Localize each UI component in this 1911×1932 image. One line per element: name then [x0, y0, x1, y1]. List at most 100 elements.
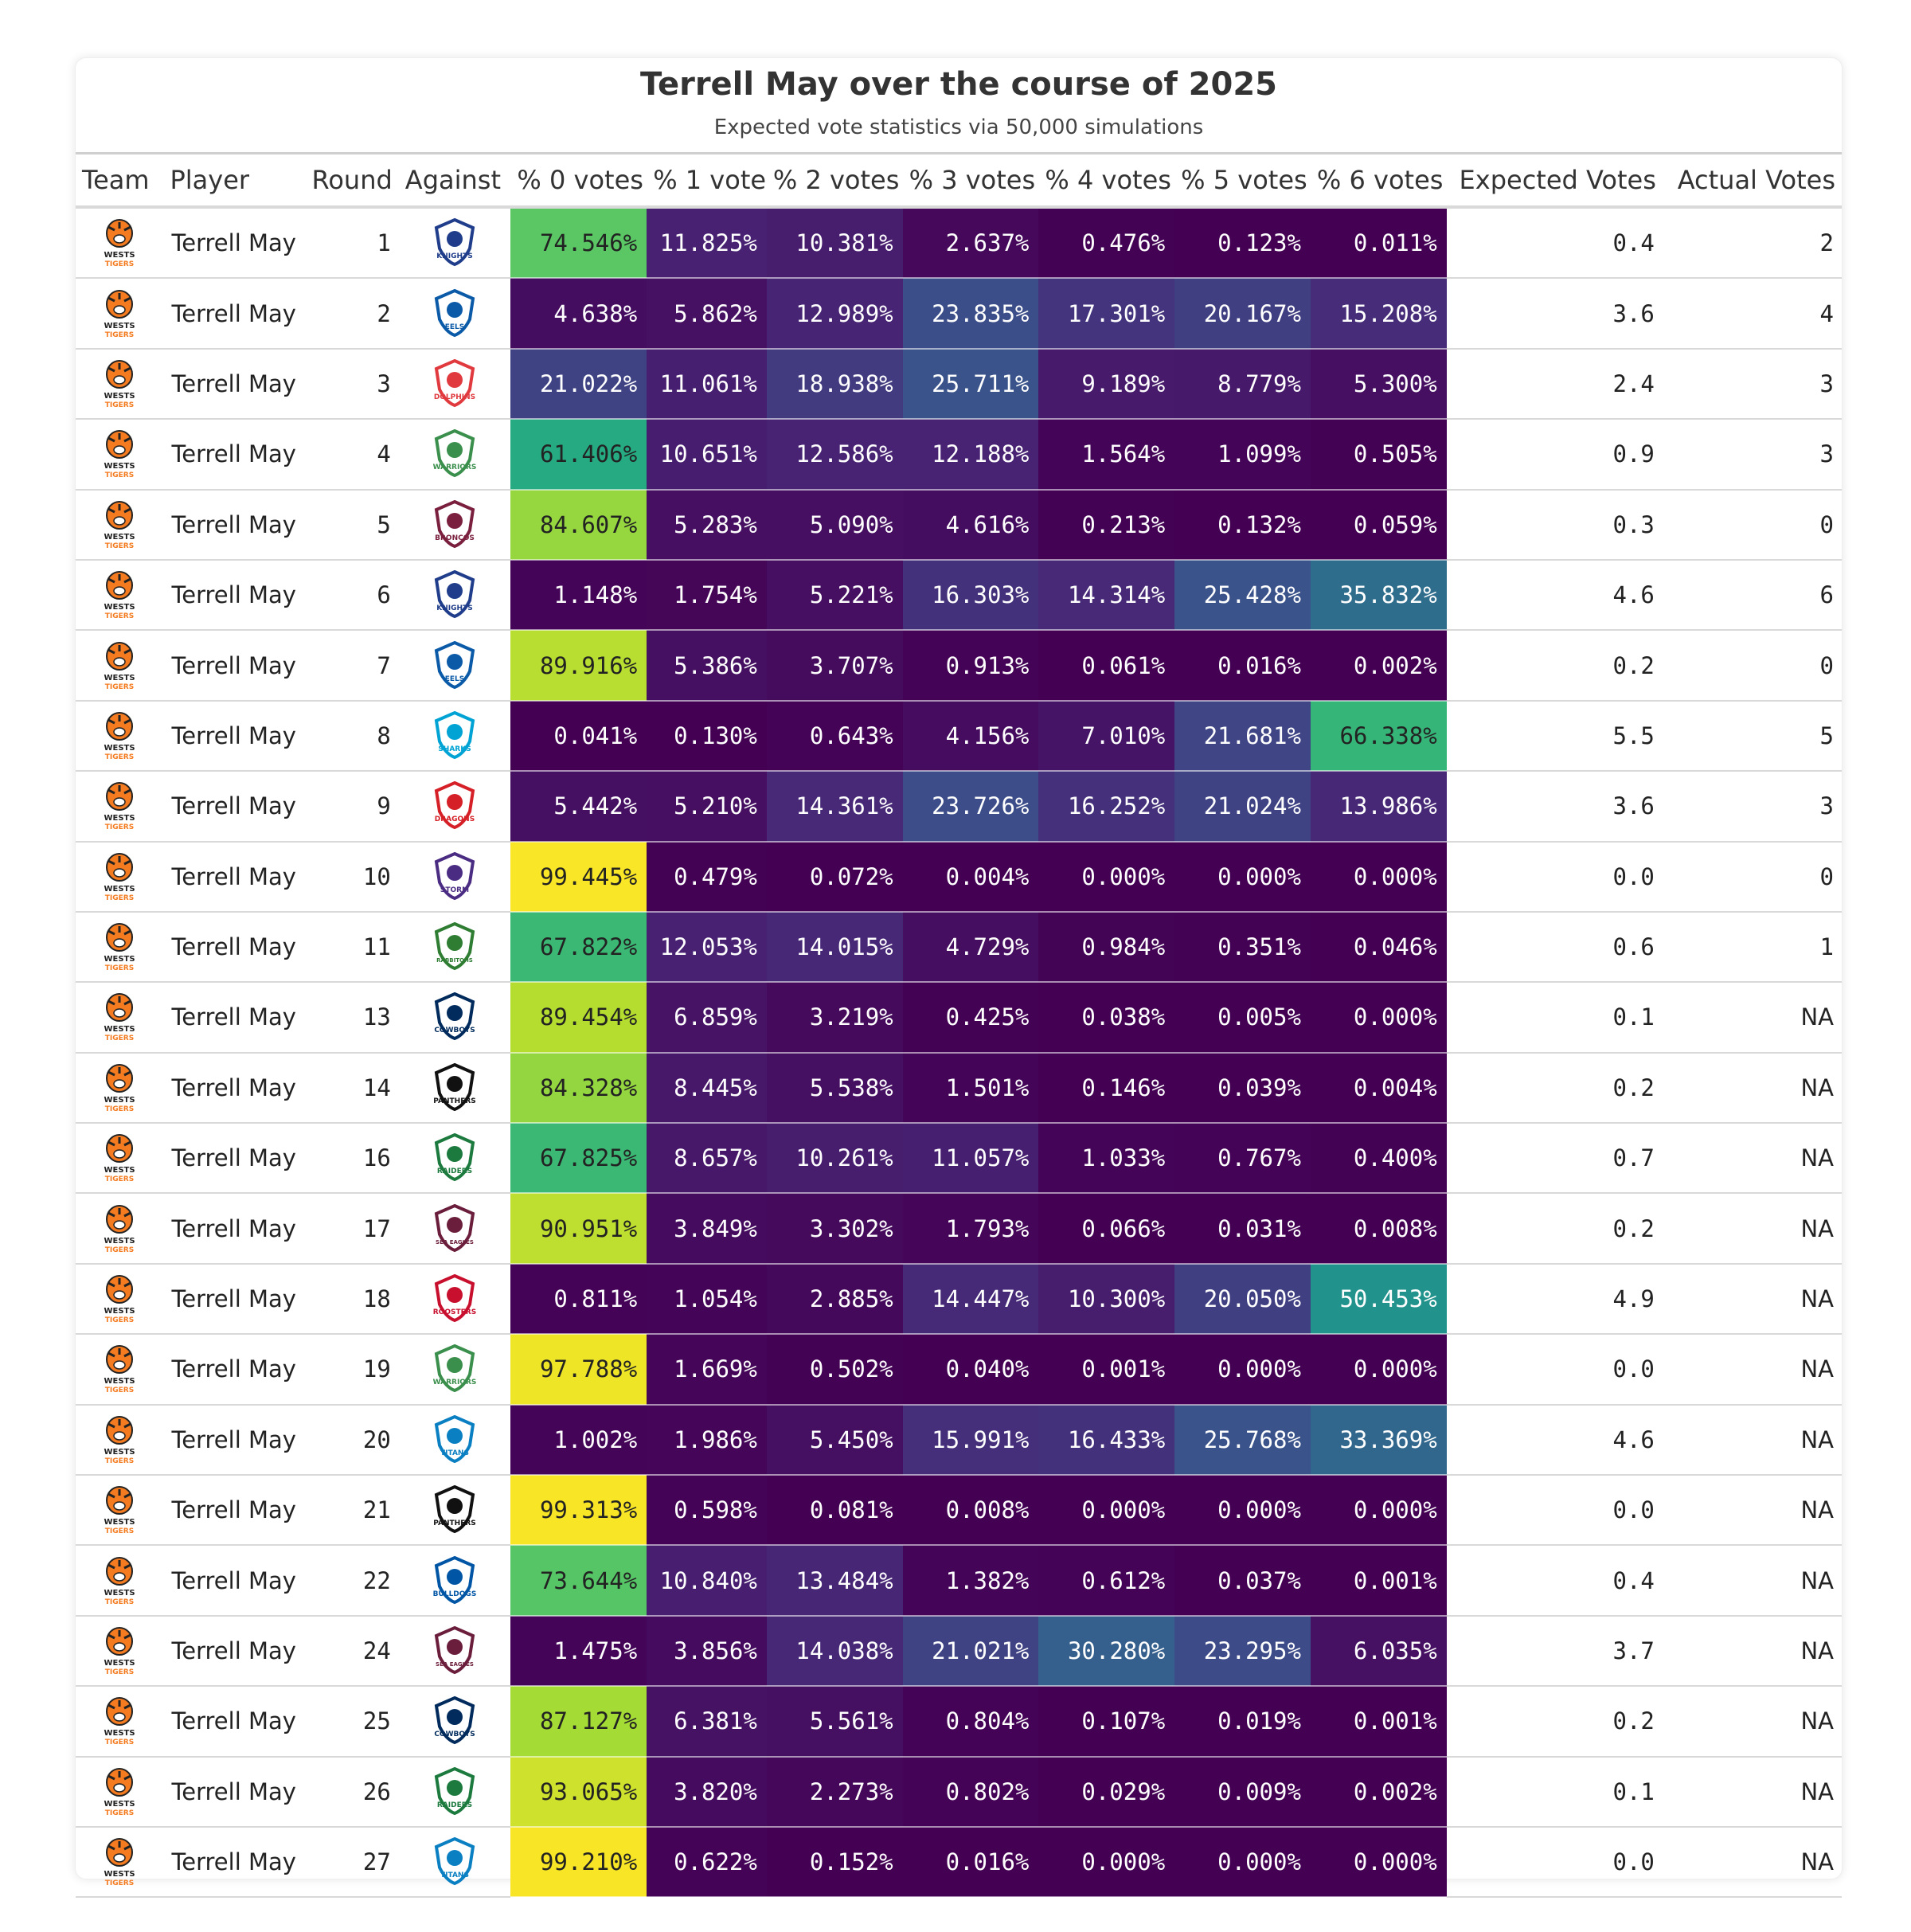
- pct-3-votes-cell: 16.303%: [902, 559, 1039, 632]
- tiger-face-icon: [106, 1697, 134, 1727]
- tiger-stripe-right: [123, 1281, 131, 1288]
- pct-5-votes-cell: 0.351%: [1174, 911, 1311, 984]
- col-header-player: Player: [163, 152, 300, 209]
- against-cell: KNIGHTS: [398, 559, 511, 632]
- pct-6-votes-cell: 66.338%: [1310, 700, 1447, 772]
- opponent-logo-text: BULLDOGS: [433, 1590, 477, 1598]
- tiger-stripe-left: [107, 1352, 115, 1358]
- team-cell: WESTS TIGERS: [76, 278, 164, 350]
- tiger-face-icon: [106, 993, 134, 1023]
- tiger-muzzle-icon: [113, 1219, 126, 1230]
- pct-6-votes-cell: 5.300%: [1310, 348, 1447, 420]
- player-cell: Terrell May: [163, 1334, 300, 1406]
- opponent-logo-text: PANTHERS: [433, 1519, 476, 1527]
- table-row: WESTS TIGERS Terrell May 20 TITANS 1.002% 1.98…: [76, 1404, 1842, 1476]
- tiger-stripe-right: [123, 859, 131, 866]
- team-logo-text-top: WESTS: [104, 1448, 135, 1457]
- team-logo-text-bottom: TIGERS: [105, 612, 134, 620]
- tiger-stripe-right: [123, 1422, 131, 1429]
- pct-1-votes-cell: 1.054%: [647, 1263, 767, 1336]
- pct-0-votes-cell: 87.127%: [510, 1686, 647, 1758]
- opponent-logo-icon: COWBOYS: [434, 1696, 475, 1745]
- tiger-face-icon: [106, 782, 134, 812]
- tiger-face-icon: [106, 1767, 134, 1797]
- opponent-emblem-icon: [447, 1005, 463, 1022]
- tiger-stripe-left: [107, 929, 115, 936]
- pct-2-votes-cell: 14.361%: [766, 771, 903, 843]
- opponent-logo-icon: WARRIORS: [433, 429, 476, 478]
- round-cell: 13: [299, 982, 399, 1054]
- pct-6-votes-cell: 35.832%: [1310, 559, 1447, 632]
- pct-3-votes-cell: 23.726%: [902, 771, 1039, 843]
- pct-0-votes-cell: 1.002%: [510, 1404, 647, 1476]
- opponent-emblem-icon: [447, 301, 463, 318]
- player-cell: Terrell May: [163, 1686, 300, 1758]
- pct-5-votes-cell: 21.681%: [1174, 700, 1311, 772]
- pct-0-votes-cell: 99.445%: [510, 841, 647, 913]
- team-cell: WESTS TIGERS: [76, 982, 164, 1054]
- round-cell: 18: [299, 1263, 399, 1336]
- pct-2-votes-cell: 14.038%: [766, 1615, 903, 1688]
- pct-5-votes-cell: 0.123%: [1174, 205, 1311, 280]
- tiger-stripe-left: [107, 1633, 115, 1640]
- team-logo-text-bottom: TIGERS: [105, 1034, 134, 1042]
- team-logo-text-bottom: TIGERS: [105, 753, 134, 761]
- header-row: Team Player Round Against % 0 votes % 1 …: [76, 152, 1842, 209]
- col-header-pct-5: % 5 votes: [1174, 152, 1311, 209]
- player-cell: Terrell May: [163, 1052, 300, 1124]
- pct-6-votes-cell: 0.059%: [1310, 489, 1447, 561]
- opponent-logo-icon: RABBITOHS: [434, 921, 475, 971]
- team-logo-text-top: WESTS: [104, 955, 135, 964]
- pct-0-votes-cell: 21.022%: [510, 348, 647, 420]
- tiger-face-icon: [106, 219, 134, 248]
- pct-5-votes-cell: 0.000%: [1174, 841, 1311, 913]
- actual-votes-cell: NA: [1662, 1615, 1842, 1688]
- team-cell: WESTS TIGERS: [76, 1826, 164, 1899]
- pct-5-votes-cell: 0.039%: [1174, 1052, 1311, 1124]
- team-cell: WESTS TIGERS: [76, 911, 164, 984]
- tiger-stripe-left: [107, 1070, 115, 1077]
- pct-0-votes-cell: 89.454%: [510, 982, 647, 1054]
- tiger-stripe-right: [123, 1352, 131, 1358]
- pct-1-votes-cell: 8.657%: [647, 1123, 767, 1195]
- pct-4-votes-cell: 0.000%: [1038, 1826, 1175, 1899]
- expected-votes-cell: 0.2: [1446, 630, 1663, 702]
- pct-2-votes-cell: 3.219%: [766, 982, 903, 1054]
- team-logo-text-bottom: TIGERS: [105, 542, 134, 550]
- against-cell: PANTHERS: [398, 1475, 511, 1547]
- expected-votes-cell: 0.6: [1446, 911, 1663, 984]
- pct-4-votes-cell: 1.033%: [1038, 1123, 1175, 1195]
- opponent-logo-icon: KNIGHTS: [434, 218, 475, 267]
- actual-votes-cell: NA: [1662, 1475, 1842, 1547]
- opponent-emblem-icon: [447, 653, 463, 670]
- pct-5-votes-cell: 25.768%: [1174, 1404, 1311, 1476]
- round-cell: 25: [299, 1686, 399, 1758]
- tiger-face-icon: [106, 923, 134, 952]
- tiger-muzzle-icon: [113, 1008, 126, 1019]
- round-cell: 21: [299, 1475, 399, 1547]
- team-logo-text-top: WESTS: [104, 603, 135, 612]
- tiger-face-icon: [106, 641, 134, 671]
- pct-0-votes-cell: 99.210%: [510, 1826, 647, 1899]
- opponent-logo-icon: STORM: [434, 851, 475, 900]
- col-header-team: Team: [76, 152, 164, 209]
- tiger-stripe-left: [107, 859, 115, 866]
- tiger-stripe-left: [107, 788, 115, 795]
- player-cell: Terrell May: [163, 1475, 300, 1547]
- table-row: WESTS TIGERS Terrell May 10 STORM 99.445% 0.47…: [76, 841, 1842, 913]
- actual-votes-cell: NA: [1662, 1545, 1842, 1617]
- pct-2-votes-cell: 13.484%: [766, 1545, 903, 1617]
- against-cell: EELS: [398, 278, 511, 350]
- pct-1-votes-cell: 0.622%: [647, 1826, 767, 1899]
- expected-votes-cell: 0.0: [1446, 1475, 1663, 1547]
- opponent-emblem-icon: [447, 231, 463, 248]
- tiger-face-icon: [106, 1627, 134, 1656]
- opponent-logo-icon: SEA EAGLES: [434, 1625, 475, 1675]
- pct-5-votes-cell: 21.024%: [1174, 771, 1311, 843]
- tiger-muzzle-icon: [113, 1853, 126, 1863]
- tiger-stripe-left: [107, 296, 115, 302]
